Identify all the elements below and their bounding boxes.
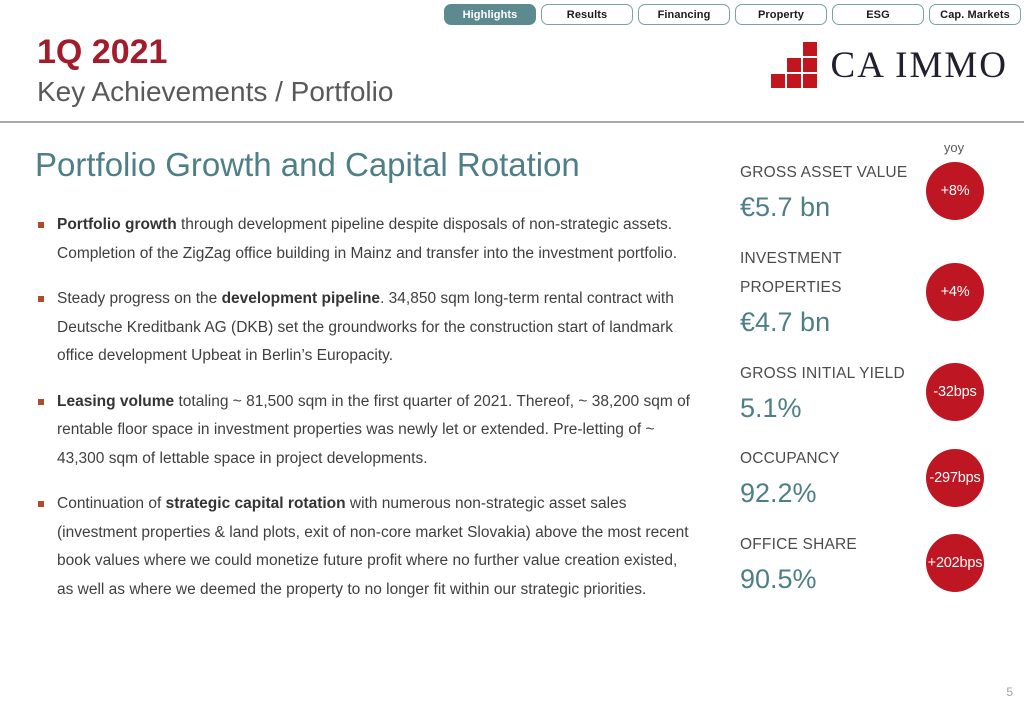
kpi-change-badge: +4% [926,262,984,321]
yoy-label: yoy [943,140,965,155]
tab-highlights[interactable]: Highlights [444,4,536,25]
bullet-segment: Portfolio growth [57,216,177,233]
logo-square [786,58,801,72]
bullet-segment: Continuation of [57,495,166,512]
bullet-square-icon [38,398,44,405]
period-title: 1Q 2021 [37,33,168,71]
tab-results[interactable]: Results [541,4,633,25]
kpi-label: GROSS INITIAL YIELD [740,364,905,382]
logo-square [802,58,817,72]
kpi-value: €5.7 bn [740,192,831,222]
bullet-text: Leasing volume totaling ~ 81,500 sqm in … [57,388,690,474]
bullet-item: Steady progress on the development pipel… [38,285,690,371]
tab-esg[interactable]: ESG [832,4,924,25]
bullet-segment: development pipeline [221,290,381,307]
header: 1Q 2021 Key Achievements / Portfolio [37,33,393,110]
kpi-label: OCCUPANCY [740,450,840,468]
kpi-label: OFFICE SHARE [740,536,857,553]
logo: CA IMMO [770,42,1008,88]
page-subtitle: Key Achievements / Portfolio [37,76,394,108]
slide-title: Portfolio Growth and Capital Rotation [35,146,580,183]
bullet-segment: Steady progress on the [57,290,222,307]
logo-text: CA IMMO [830,44,1008,86]
kpi-column: GROSS ASSET VALUE €5.7 bn +8% INVESTMENT… [740,158,984,616]
kpi-label: INVESTMENT PROPERTIES [740,249,842,296]
kpi-change-badge: -297bps [926,448,984,507]
tab-financing[interactable]: Financing [638,4,730,25]
kpi-texts: GROSS INITIAL YIELD 5.1% [740,359,920,426]
logo-square [802,42,817,56]
kpi-gross-initial-yield: GROSS INITIAL YIELD 5.1% -32bps [740,359,984,426]
kpi-texts: OFFICE SHARE 90.5% [740,530,920,597]
bullet-text: Continuation of strategic capital rotati… [57,490,690,604]
bullet-square-icon [38,501,44,507]
kpi-change-badge: -32bps [926,362,984,421]
tab-bar: Highlights Results Financing Property ES… [444,4,1021,25]
bullet-segment: . 34,850 sqm long-term rental contract w… [57,290,674,364]
kpi-change-badge: +8% [926,162,984,221]
bullet-item: Leasing volume totaling ~ 81,500 sqm in … [38,388,690,474]
kpi-investment-properties: INVESTMENT PROPERTIES €4.7 bn +4% [740,244,984,340]
bullet-segment: strategic capital rotation [165,495,346,512]
bullet-text: Portfolio growth through development pip… [57,211,690,268]
page-number: 5 [1006,685,1013,699]
kpi-value: 90.5% [740,564,817,594]
kpi-office-share: OFFICE SHARE 90.5% +202bps [740,530,984,597]
kpi-value: €4.7 bn [740,306,831,337]
tab-property[interactable]: Property [735,4,827,25]
kpi-label: GROSS ASSET VALUE [740,164,908,181]
kpi-value: 92.2% [740,478,817,509]
bullet-item: Continuation of strategic capital rotati… [38,490,690,604]
logo-square [802,74,817,88]
bullet-square-icon [38,296,44,302]
kpi-texts: GROSS ASSET VALUE €5.7 bn [740,158,920,225]
kpi-change-badge: +202bps [926,534,984,593]
logo-square [770,74,785,88]
kpi-texts: INVESTMENT PROPERTIES €4.7 bn [740,244,920,340]
bullet-item: Portfolio growth through development pip… [38,211,690,268]
bullet-square-icon [38,222,44,228]
bullet-segment: with numerous non-strategic asset sales … [57,495,689,598]
kpi-gross-asset-value: GROSS ASSET VALUE €5.7 bn +8% [740,158,984,225]
kpi-value: 5.1% [740,392,802,423]
header-divider [0,121,1024,123]
logo-square [786,74,801,88]
bullet-segment: totaling ~ 81,500 sqm in the first quart… [57,392,690,467]
bullet-segment: Leasing volume [57,392,175,410]
bullet-segment: through development pipeline despite dis… [57,216,678,262]
tab-cap-markets[interactable]: Cap. Markets [929,4,1021,25]
bullet-text: Steady progress on the development pipel… [57,285,690,371]
kpi-occupancy: OCCUPANCY 92.2% -297bps [740,444,984,511]
bullet-list: Portfolio growth through development pip… [38,211,690,621]
kpi-texts: OCCUPANCY 92.2% [740,444,920,511]
logo-squares-icon [770,42,817,88]
